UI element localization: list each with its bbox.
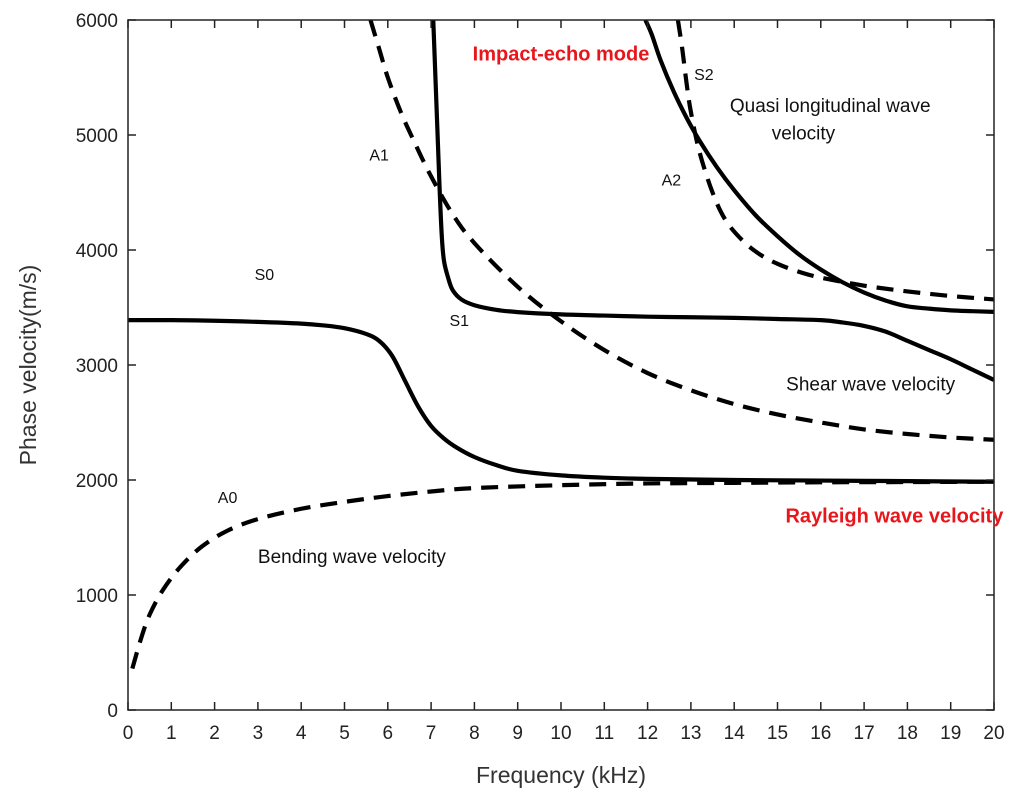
x-tick-label: 1 — [166, 723, 177, 744]
x-tick-label: 11 — [594, 723, 614, 744]
y-axis: 0 1000 2000 3000 4000 5000 6000 — [76, 11, 994, 722]
series-label-a2: A2 — [662, 173, 682, 190]
x-tick-label: 2 — [209, 723, 220, 744]
series-line-s0 — [128, 318, 994, 484]
annotation-5: Bending wave velocity — [258, 547, 446, 568]
x-tick-label: 9 — [512, 723, 523, 744]
series-line-s2 — [643, 20, 994, 314]
x-tick-label: 19 — [940, 723, 961, 744]
x-tick-label: 15 — [767, 723, 788, 744]
series-line-a2 — [675, 20, 994, 302]
x-tick-label: 10 — [550, 723, 571, 744]
annotation-0: Impact-echo mode — [473, 43, 650, 65]
x-tick-label: 4 — [296, 723, 307, 744]
y-tick-label: 2000 — [76, 471, 118, 492]
annotation-4: Rayleigh wave velocity — [785, 506, 1004, 528]
series-group — [128, 20, 994, 670]
series-label-s1: S1 — [449, 313, 469, 330]
series-labels-group: S0 S1 S2 A0 A1 A2 — [218, 67, 714, 507]
x-tick-label: 16 — [810, 723, 831, 744]
x-tick-label: 6 — [383, 723, 394, 744]
y-tick-label: 0 — [107, 701, 118, 722]
x-tick-label: 12 — [637, 723, 658, 744]
series-label-s2: S2 — [694, 67, 714, 84]
y-tick-label: 3000 — [76, 356, 118, 377]
x-tick-label: 18 — [897, 723, 918, 744]
x-axis-title: Frequency (kHz) — [476, 762, 646, 788]
x-tick-label: 3 — [253, 723, 264, 744]
y-tick-label: 6000 — [76, 11, 118, 32]
x-tick-label: 17 — [854, 723, 875, 744]
x-tick-label: 5 — [339, 723, 350, 744]
y-tick-label: 4000 — [76, 241, 118, 262]
y-tick-label: 1000 — [76, 586, 118, 607]
series-label-s0: S0 — [255, 267, 275, 284]
annotation-1: Quasi longitudinal wave — [730, 96, 931, 117]
series-label-a1: A1 — [369, 147, 389, 164]
x-tick-label: 8 — [469, 723, 480, 744]
annotation-3: Shear wave velocity — [786, 374, 955, 395]
series-label-a0: A0 — [218, 490, 238, 507]
annotations-group: Impact-echo mode Quasi longitudinal wave v… — [258, 43, 1004, 568]
x-tick-label: 13 — [680, 723, 701, 744]
plot-border — [127, 19, 995, 711]
y-axis-title: Phase velocity(m/s) — [15, 265, 41, 466]
series-line-a1 — [368, 20, 994, 442]
series-line-a0 — [130, 479, 994, 670]
x-tick-label: 0 — [123, 723, 134, 744]
annotation-2: velocity — [772, 124, 836, 145]
y-tick-label: 5000 — [76, 126, 118, 147]
x-tick-label: 20 — [983, 723, 1004, 744]
x-tick-label: 7 — [426, 723, 437, 744]
axes-frame — [127, 19, 995, 711]
series-line-s1 — [431, 20, 994, 382]
x-tick-label: 14 — [724, 723, 746, 744]
x-axis: 0 1 2 3 4 5 6 7 8 9 10 11 12 13 14 15 16 17 18 19 20 — [123, 20, 1005, 744]
